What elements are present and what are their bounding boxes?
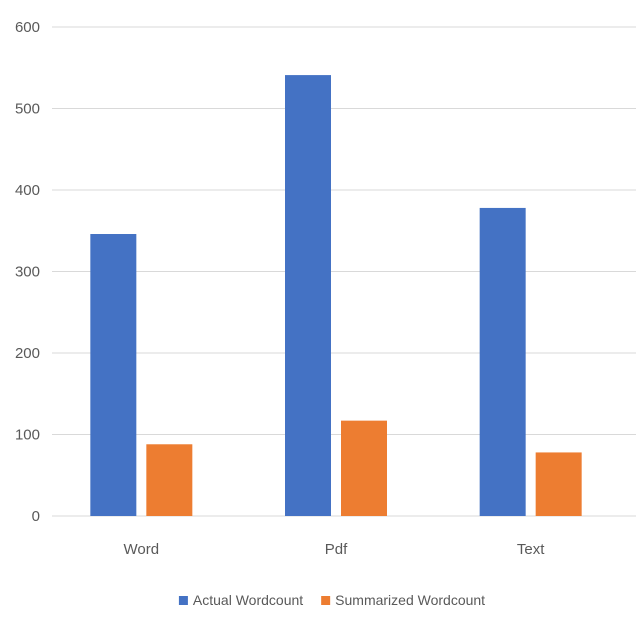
bar-word-actual-wordcount — [90, 234, 137, 516]
bar-pdf-summarized-wordcount — [341, 420, 387, 516]
bar-pdf-actual-wordcount — [285, 75, 331, 517]
gridlines — [52, 26, 636, 517]
legend-label-summarized-wordcount: Summarized Wordcount — [335, 592, 485, 608]
legend-swatch-actual-wordcount — [178, 596, 188, 605]
bars — [90, 75, 582, 517]
y-tick-label-0: 0 — [32, 508, 40, 525]
y-tick-label-200: 200 — [15, 345, 40, 362]
y-tick-label-600: 600 — [15, 19, 40, 36]
y-axis-ticks: 0 100 200 300 400 500 600 — [15, 19, 40, 525]
x-category-label-text: Text — [517, 541, 545, 558]
legend-swatch-summarized-wordcount — [321, 596, 331, 605]
x-axis-categories: Word Pdf Text — [124, 541, 546, 558]
bar-word-summarized-wordcount — [146, 444, 193, 516]
y-tick-label-100: 100 — [15, 427, 40, 444]
legend-label-actual-wordcount: Actual Wordcount — [193, 592, 303, 608]
bar-text-actual-wordcount — [479, 207, 526, 516]
y-tick-label-500: 500 — [15, 101, 40, 118]
x-category-label-word: Word — [124, 541, 160, 558]
x-category-label-pdf: Pdf — [325, 541, 348, 558]
bar-text-summarized-wordcount — [535, 452, 582, 516]
y-tick-label-300: 300 — [15, 264, 40, 281]
y-tick-label-400: 400 — [15, 182, 40, 199]
legend: Actual Wordcount Summarized Wordcount — [178, 592, 485, 608]
